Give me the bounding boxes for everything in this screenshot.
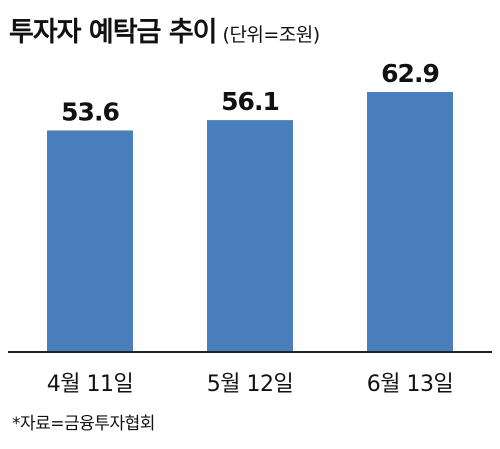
chart-unit: (단위=조원) [222,24,321,46]
x-tick-label-3: 6월 13일 [367,372,453,397]
chart-title-row: 투자자 예탁금 추이 (단위=조원) [9,10,320,49]
bar-3 [367,92,453,352]
x-tick-label-2: 5월 12일 [207,372,293,397]
source-note: *자료=금융투자협회 [12,414,155,434]
bar-1 [47,130,133,352]
value-label-1: 53.6 [61,97,119,126]
value-label-2: 56.1 [221,87,279,116]
value-label-3: 62.9 [381,59,439,88]
bar-2 [207,120,293,352]
chart-title: 투자자 예탁금 추이 [9,17,218,48]
x-tick-label-1: 4월 11일 [47,372,133,397]
